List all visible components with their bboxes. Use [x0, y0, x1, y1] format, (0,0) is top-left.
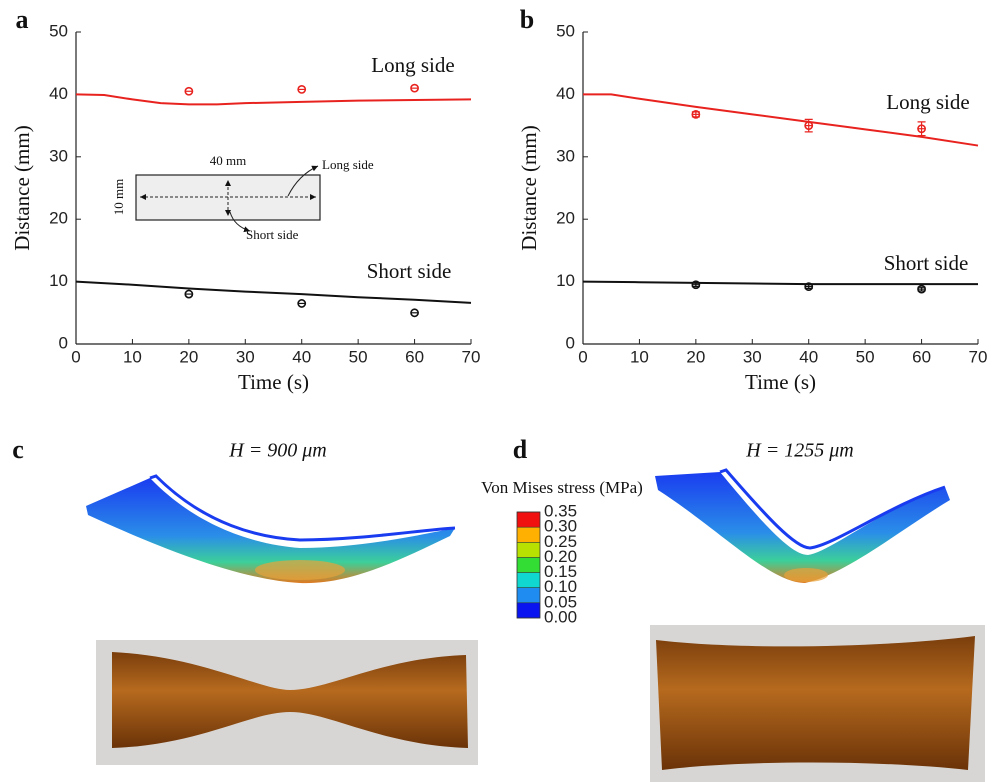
- x-tick-label: 20: [686, 347, 705, 366]
- colorbar-segment: [517, 572, 540, 588]
- colorbar-segment: [517, 587, 540, 603]
- y-tick-label: 50: [556, 21, 575, 40]
- y-tick-label: 10: [49, 271, 68, 290]
- panel-label: b: [520, 5, 534, 34]
- colorbar-tick-label: 0.35: [544, 501, 577, 520]
- panel-label: c: [12, 435, 24, 464]
- x-axis-label: Time (s): [238, 370, 309, 394]
- colorbar-tick-label: 0.15: [544, 562, 577, 581]
- colorbar-segment: [517, 542, 540, 558]
- x-tick-label: 70: [462, 347, 481, 366]
- y-axis-label: Distance (mm): [517, 125, 541, 250]
- y-tick-label: 40: [556, 84, 575, 103]
- x-tick-label: 40: [799, 347, 818, 366]
- y-tick-label: 40: [49, 84, 68, 103]
- inset-pointer: [287, 165, 319, 197]
- x-tick-label: 10: [123, 347, 142, 366]
- y-tick-label: 20: [556, 209, 575, 228]
- photo-d: [650, 625, 985, 782]
- colorbar-tick-label: 0.30: [544, 517, 577, 536]
- colorbar-segment: [517, 557, 540, 573]
- colorbar-segment: [517, 527, 540, 543]
- inset-label: Short side: [246, 227, 299, 242]
- panel-title: H = 1255 μm: [745, 440, 853, 462]
- colorbar-segment: [517, 602, 540, 618]
- photo-c: [96, 640, 478, 765]
- annotation: Long side: [371, 53, 454, 77]
- colorbar-tick-label: 0.20: [544, 547, 577, 566]
- x-tick-label: 0: [578, 347, 587, 366]
- panel-label: a: [16, 5, 29, 34]
- annotation: Short side: [884, 251, 969, 275]
- annotation: Short side: [367, 259, 452, 283]
- panel-title: H = 900 μm: [228, 440, 326, 462]
- inset-pointer: [229, 211, 251, 233]
- inset-label: Long side: [322, 157, 374, 172]
- y-axis-label: Distance (mm): [10, 125, 34, 250]
- simulation-shape-d: [655, 468, 950, 583]
- x-tick-label: 20: [179, 347, 198, 366]
- y-tick-label: 30: [556, 146, 575, 165]
- inset-label: 40 mm: [210, 153, 246, 168]
- line: [583, 93, 979, 147]
- simulation-shape-c: [86, 474, 456, 584]
- x-tick-label: 60: [912, 347, 931, 366]
- x-tick-label: 30: [743, 347, 762, 366]
- x-axis-label: Time (s): [745, 370, 816, 394]
- x-tick-label: 70: [969, 347, 988, 366]
- annotation: Long side: [886, 90, 969, 114]
- colorbar-tick-label: 0.05: [544, 592, 577, 611]
- y-tick-label: 30: [49, 146, 68, 165]
- x-tick-label: 40: [292, 347, 311, 366]
- line: [582, 280, 978, 286]
- line: [75, 93, 472, 106]
- y-tick-label: 0: [566, 333, 575, 352]
- colorbar-tick-label: 0.10: [544, 577, 577, 596]
- colorbar-title: Von Mises stress (MPa): [481, 478, 643, 497]
- y-tick-label: 0: [59, 333, 68, 352]
- line: [75, 280, 472, 304]
- y-tick-label: 20: [49, 209, 68, 228]
- colorbar-segment: [517, 512, 540, 528]
- x-tick-label: 50: [856, 347, 875, 366]
- x-tick-label: 50: [349, 347, 368, 366]
- y-tick-label: 50: [49, 21, 68, 40]
- x-tick-label: 0: [71, 347, 80, 366]
- x-tick-label: 60: [405, 347, 424, 366]
- x-tick-label: 10: [630, 347, 649, 366]
- y-tick-label: 10: [556, 271, 575, 290]
- colorbar-tick-label: 0.00: [544, 607, 577, 626]
- inset-label: 10 mm: [111, 179, 126, 215]
- panel-label: d: [513, 435, 528, 464]
- x-tick-label: 30: [236, 347, 255, 366]
- colorbar-tick-label: 0.25: [544, 532, 577, 551]
